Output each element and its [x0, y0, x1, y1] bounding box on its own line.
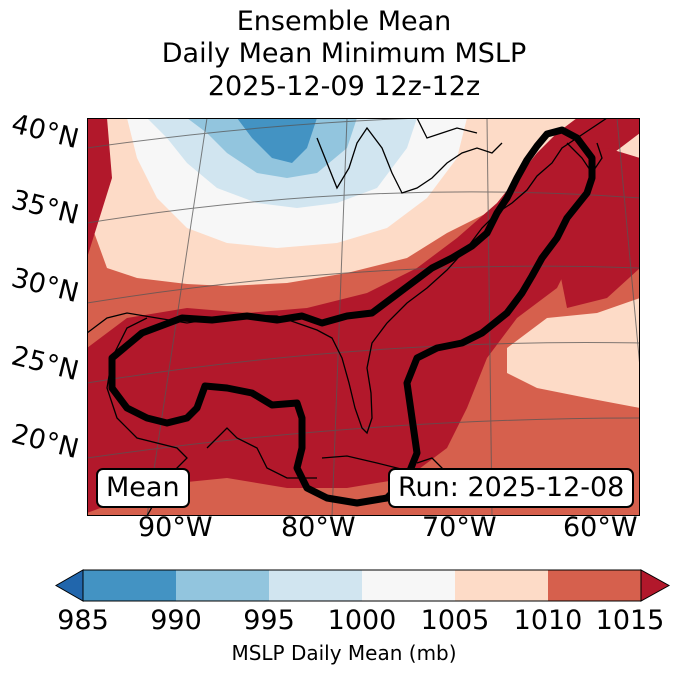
lon-label-70: 70°W — [422, 512, 497, 543]
colorbar — [55, 569, 671, 602]
field-985-990 — [237, 118, 317, 163]
colorbar-tick-1010: 1010 — [513, 605, 583, 636]
colorbar-tick-990: 990 — [150, 605, 202, 636]
graticule — [87, 118, 640, 516]
colorbar-low-extend — [55, 569, 84, 602]
colorbar-label: MSLP Daily Mean (mb) — [231, 641, 457, 665]
field-1005-1010-east — [507, 298, 640, 408]
colorbar-tick-1000: 1000 — [327, 605, 397, 636]
title-line-2: Daily Mean Minimum MSLP — [161, 38, 527, 69]
mean-label: Mean — [96, 468, 190, 508]
colorbar-bin-1010-1015 — [548, 570, 641, 601]
colorbar-bin-985-990 — [83, 570, 176, 601]
lon-label-90: 90°W — [138, 512, 213, 543]
colorbar-tick-995: 995 — [243, 605, 295, 636]
lat-label-20: 20°N — [8, 418, 82, 466]
colorbar-tick-1005: 1005 — [420, 605, 490, 636]
colorbar-bin-995-1000 — [269, 570, 362, 601]
run-label: Run: 2025-12-08 — [388, 468, 635, 508]
colorbar-high-extend — [640, 569, 671, 602]
colorbar-bin-1000-1005 — [362, 570, 455, 601]
title-line-1: Ensemble Mean — [236, 6, 452, 37]
lon-label-80: 80°W — [281, 512, 356, 543]
lat-label-25: 25°N — [8, 340, 82, 388]
colorbar-bin-990-995 — [176, 570, 269, 601]
ensemble-contour — [108, 126, 596, 507]
field-1015-west — [87, 118, 112, 258]
field-1015-northeast — [557, 148, 640, 308]
map-panel — [87, 118, 640, 516]
colorbar-bin-1005-1010 — [455, 570, 548, 601]
lat-label-40: 40°N — [8, 108, 82, 156]
colorbar-tick-985: 985 — [57, 605, 109, 636]
lat-label-35: 35°N — [8, 184, 82, 232]
title-line-3: 2025-12-09 12z-12z — [207, 71, 481, 102]
lon-label-60: 60°W — [563, 512, 638, 543]
colorbar-tick-1015: 1015 — [595, 605, 665, 636]
lat-label-30: 30°N — [8, 262, 82, 310]
